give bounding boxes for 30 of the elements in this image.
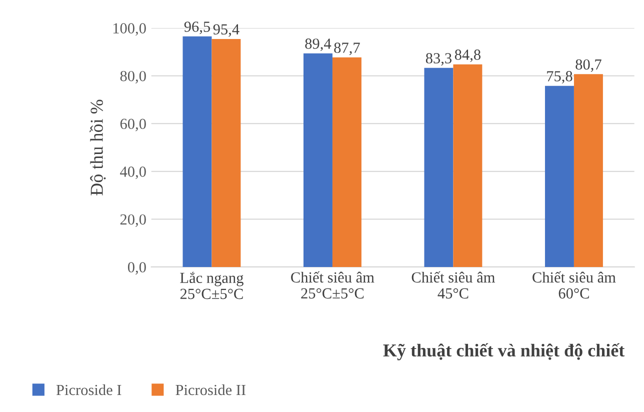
bar — [424, 68, 454, 267]
x-axis-title: Kỹ thuật chiết và nhiệt độ chiết — [383, 343, 625, 360]
bar — [544, 86, 574, 267]
y-tick-label: 20,0 — [120, 214, 146, 227]
legend-label: Picroside II — [176, 384, 246, 396]
bar — [212, 39, 241, 267]
bar — [453, 64, 482, 267]
x-tick-label: Chiết siêu âm 25°C±5°C — [291, 271, 374, 299]
bar — [182, 36, 212, 267]
bar — [574, 74, 603, 267]
bar — [332, 57, 362, 267]
y-tick-label: 0,0 — [128, 262, 146, 275]
y-tick-label: 80,0 — [120, 70, 146, 84]
data-label: 95,4 — [213, 24, 240, 37]
y-tick-label: 100,0 — [113, 23, 146, 36]
data-label: 96,5 — [184, 22, 210, 34]
data-label: 87,7 — [334, 42, 360, 56]
data-label: 75,8 — [547, 71, 572, 84]
y-axis-title: Độ thu hồi % — [90, 100, 106, 196]
x-tick-label: Chiết siêu âm 45°C — [412, 271, 495, 299]
y-tick-label: 60,0 — [120, 118, 146, 132]
data-label: 89,4 — [305, 38, 332, 52]
x-tick-label: Lắc ngang 25°C±5°C — [180, 272, 244, 300]
data-label: 80,7 — [576, 59, 602, 72]
y-tick-label: 40,0 — [120, 166, 146, 180]
x-tick-label: Chiết siêu âm 60°C — [532, 271, 616, 299]
legend-label: Picroside I — [56, 384, 122, 396]
bar — [303, 53, 332, 267]
data-label: 84,8 — [454, 50, 480, 62]
data-label: 83,3 — [426, 53, 452, 66]
